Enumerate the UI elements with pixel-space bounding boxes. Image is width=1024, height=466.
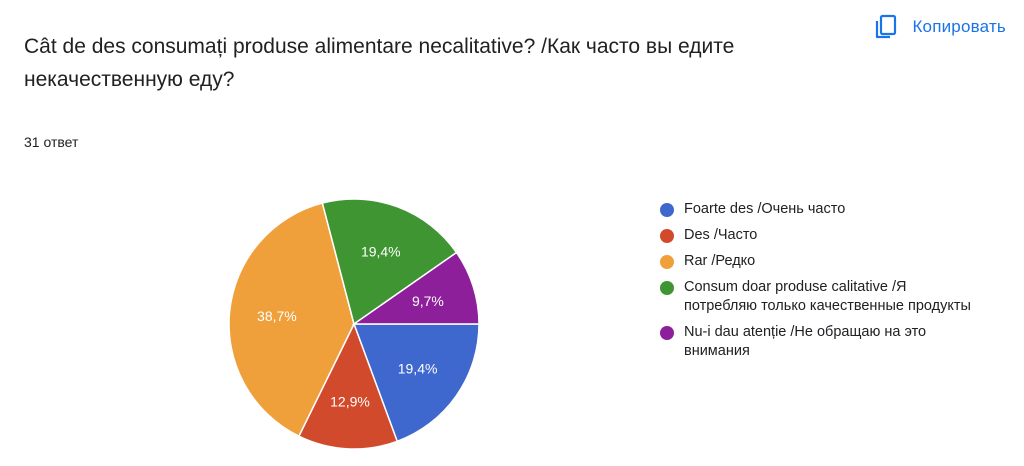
legend-swatch [660, 203, 674, 217]
pie-slice-0[interactable] [352, 323, 480, 443]
question-title: Cât de des consumați produse alimentare … [24, 35, 735, 91]
legend-swatch [660, 281, 674, 295]
legend-item-1[interactable]: Des /Часто [660, 226, 980, 245]
legend-label: Nu-i dau atenție /Не обращаю на это вним… [684, 324, 927, 359]
pie-slice-3[interactable] [321, 198, 458, 326]
legend-item-3[interactable]: Consum doar produse calitative /Я потреб… [660, 278, 980, 316]
legend-label: Foarte des /Очень часто [684, 201, 846, 217]
copy-icon [874, 14, 898, 40]
pie-slice-label-4: 9,7% [412, 293, 444, 309]
legend-swatch [660, 326, 674, 340]
legend-label: Rar /Редко [684, 253, 756, 269]
legend-label: Des /Часто [684, 227, 758, 243]
pie-slice-4[interactable] [351, 251, 480, 325]
pie-slice-label-1: 12,9% [330, 393, 370, 409]
legend-swatch [660, 229, 674, 243]
legend-item-4[interactable]: Nu-i dau atenție /Не обращаю на это вним… [660, 323, 980, 361]
legend-item-2[interactable]: Rar /Редко [660, 252, 980, 271]
copy-button[interactable]: Копировать [874, 10, 1006, 44]
legend-swatch [660, 255, 674, 269]
legend-item-0[interactable]: Foarte des /Очень часто [660, 200, 980, 219]
legend-label: Consum doar produse calitative /Я потреб… [684, 279, 971, 314]
pie-slice-label-0: 19,4% [398, 360, 438, 376]
chart-legend: Foarte des /Очень часто Des /Часто Rar /Ре… [660, 200, 980, 368]
response-count: 31 ответ [24, 134, 79, 150]
pie-slice-1[interactable] [297, 322, 399, 450]
pie-slice-label-2: 38,7% [257, 308, 297, 324]
pie-slice-label-3: 19,4% [361, 243, 401, 259]
copy-button-label: Копировать [912, 17, 1006, 36]
pie-slice-2[interactable] [228, 202, 355, 438]
